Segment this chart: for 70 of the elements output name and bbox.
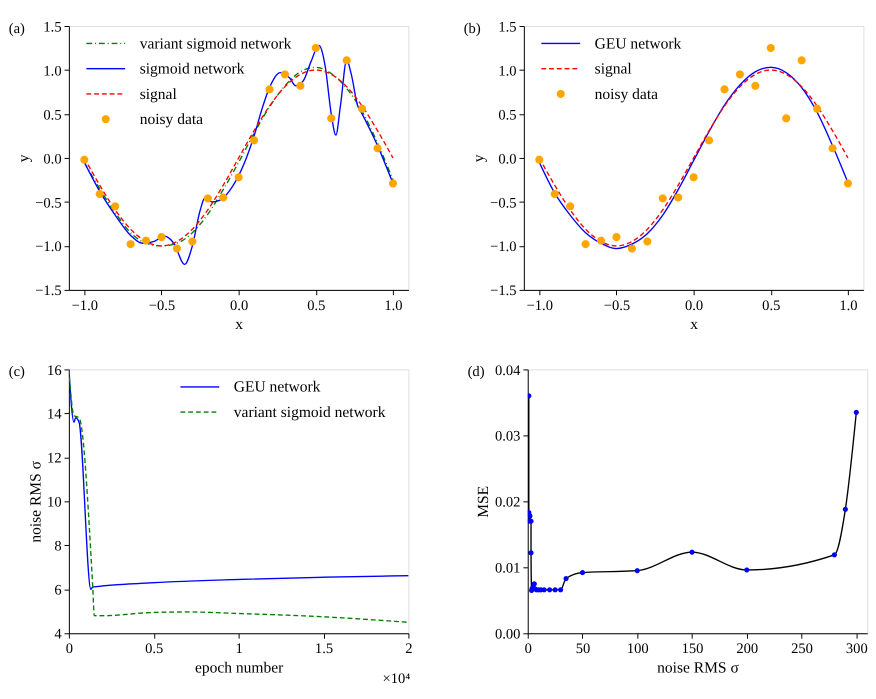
text: (a): [8, 20, 26, 37]
y-tick-label: −1.5: [490, 283, 517, 300]
y-tick-label: −0.5: [35, 195, 62, 212]
x-tick-label: 0.5: [307, 298, 326, 314]
x-tick-label: 150: [682, 641, 704, 658]
y-tick-label: 16: [47, 362, 62, 379]
x-tick-label: 100: [626, 641, 649, 658]
x-tick-label: −1.0: [72, 298, 98, 314]
text: (d): [468, 364, 485, 380]
text: (b): [464, 20, 481, 37]
y-tick-label: 0.0: [498, 151, 517, 168]
legend-label: variant sigmoid network: [140, 35, 292, 52]
y-tick-label: 8: [54, 538, 62, 555]
x-tick-label: 0.5: [145, 641, 164, 658]
legend-label: variant sigmoid network: [234, 404, 386, 421]
x-tick-label: 1: [235, 641, 243, 658]
x-tick-label: 1.0: [384, 298, 403, 314]
y-tick-label: 1.0: [43, 63, 62, 80]
y-tick-label: −1.0: [490, 239, 517, 256]
y-tick-label: 0.03: [494, 428, 520, 445]
legend-label: sigmoid network: [140, 60, 245, 78]
y-tick-label: 1.5: [498, 19, 517, 36]
y-tick-label: −0.5: [490, 195, 517, 212]
y-tick-label: 0.04: [494, 362, 522, 379]
y-tick-label: 0.00: [494, 626, 520, 643]
text: (c): [8, 364, 26, 380]
x-tick-label: 0.5: [762, 298, 780, 314]
x-tick-label: 50: [576, 641, 590, 658]
y-tick-label: 10: [47, 494, 62, 511]
y-tick-label: −1.5: [35, 283, 62, 300]
x-tick-label: 1.5: [314, 641, 334, 658]
x-tick-label: 0: [66, 641, 74, 658]
y-tick-label: 0.5: [498, 107, 517, 124]
x-tick-label: −1.0: [526, 298, 553, 314]
y-tick-label: 1.5: [43, 19, 62, 36]
legend-label: GEU network: [594, 35, 682, 52]
y-tick-label: 0.0: [43, 151, 62, 168]
x-axis-title: x: [235, 316, 244, 334]
y-tick-label: 6: [54, 582, 62, 599]
x-axis-title: epoch number: [194, 660, 284, 677]
x-tick-label: 1.0: [839, 298, 858, 314]
x-tick-label: −0.5: [148, 298, 176, 314]
x-tick-label: 0.0: [230, 298, 248, 314]
legend-label: noisy data: [140, 110, 204, 128]
y-tick-label: 0.02: [494, 494, 520, 511]
x-tick-label: 250: [791, 641, 813, 658]
y-tick-label: 12: [47, 450, 62, 467]
y-tick-label: 14: [47, 406, 62, 423]
x-tick-label: 300: [846, 641, 868, 658]
legend-label: signal: [140, 86, 177, 103]
x-tick-label: 200: [736, 641, 758, 658]
x-axis-title: noise RMS σ: [657, 660, 740, 677]
y-axis-title: MSE: [475, 486, 492, 518]
x-tick-label: 2: [405, 641, 413, 658]
y-tick-label: 0.01: [494, 560, 520, 577]
y-tick-label: 0.5: [43, 107, 62, 124]
y-axis-title: noise RMS σ: [27, 460, 44, 543]
y-axis-title: y: [15, 154, 32, 162]
y-tick-label: 1.0: [498, 63, 517, 80]
x-axis-title: x: [690, 316, 698, 334]
y-tick-label: 4: [54, 626, 62, 643]
x-tick-label: 0: [524, 641, 532, 658]
y-tick-label: −1.0: [35, 239, 62, 256]
x-tick-label: −0.5: [604, 298, 630, 314]
x-tick-label: 0.0: [685, 298, 704, 314]
legend-label: noisy data: [594, 86, 658, 103]
legend-label: signal: [594, 60, 632, 78]
legend-label: GEU network: [234, 378, 321, 396]
text: ×10⁴: [382, 670, 410, 687]
y-axis-title: y: [470, 154, 488, 162]
